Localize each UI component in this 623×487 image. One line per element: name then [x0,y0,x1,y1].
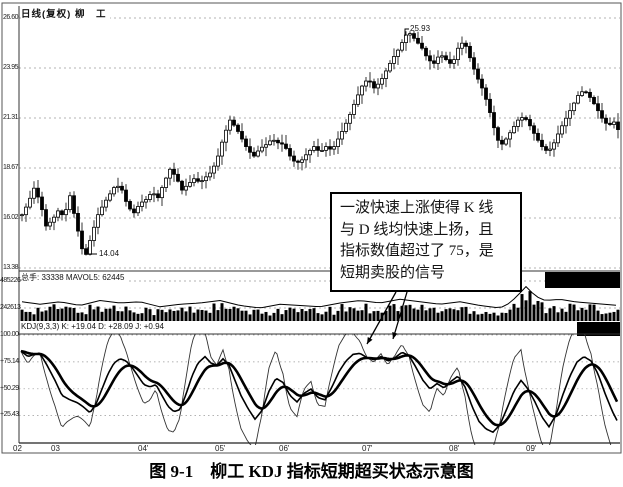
kdj-lines [20,334,619,445]
kdj-ytick: +50.29 [0,385,19,392]
price-ytick: 26.60 [2,14,19,21]
price-ytick: 13.38 [2,264,19,271]
annotation-line: 指标数值超过了 75，是 [340,243,494,259]
price-ytick: 23.95 [2,64,19,71]
annotation-line: 短期卖股的信号 [340,264,446,281]
xtick-05: 05' [215,444,226,453]
price-annotation-connectors [87,28,409,255]
xtick-06: 06' [279,444,290,453]
kdj-ytick: 100.00 [0,331,19,338]
annotation-callout: 一波快速上涨使得 K 线 与 D 线均快速上扬，且 指标数值超过了 75，是 短… [330,192,522,292]
kdj-ytick: +75.14 [0,358,19,365]
volume-bars [20,291,620,321]
volume-header: 总手: 33338 MAVOL5: 62445 [21,272,128,283]
stock-chart-figure: 日线(复权) 柳 工 26.60 23.95 21.31 18.67 16.02… [0,2,622,454]
kdj-j-line [20,334,612,445]
grid-lines [19,17,620,416]
price-ytick: 16.02 [2,214,19,221]
xtick-02: 02 [13,444,22,453]
price-ytick: 21.31 [2,114,19,121]
price-low-label: 14.04 [99,249,120,258]
kdj-k-line [20,350,618,434]
price-ytick: 18.67 [2,164,19,171]
xtick-03: 03 [51,444,60,453]
figure-caption: 图 9-1 柳工 KDJ 指标短期超买状态示意图 [149,462,474,481]
xtick-04: 04' [138,444,149,453]
kdj-d-line [20,349,619,427]
volume-ytick: 485226 [0,277,21,284]
candlestick-series [20,30,620,256]
mavol-line [21,285,617,309]
chart-canvas [1,2,622,454]
kdj-header: KDJ(9,3,3) K: +19.04 D: +28.09 J: +0.94 [21,322,167,331]
scan-artifact-blocks [545,272,620,336]
volume-ytick: 242613 [0,304,21,311]
panel-frame [1,2,622,454]
xtick-09: 09' [526,444,537,453]
chart-title: 日线(复权) 柳 工 [21,6,111,20]
callout-arrows [366,291,408,345]
xtick-07: 07' [362,444,373,453]
xtick-08: 08' [449,444,460,453]
annotation-line: 一波快速上涨使得 K 线 [340,200,494,216]
annotation-line: 与 D 线均快速上扬，且 [340,221,494,238]
kdj-ytick: +25.43 [0,411,19,418]
price-high-label: 25.93 [410,24,431,33]
